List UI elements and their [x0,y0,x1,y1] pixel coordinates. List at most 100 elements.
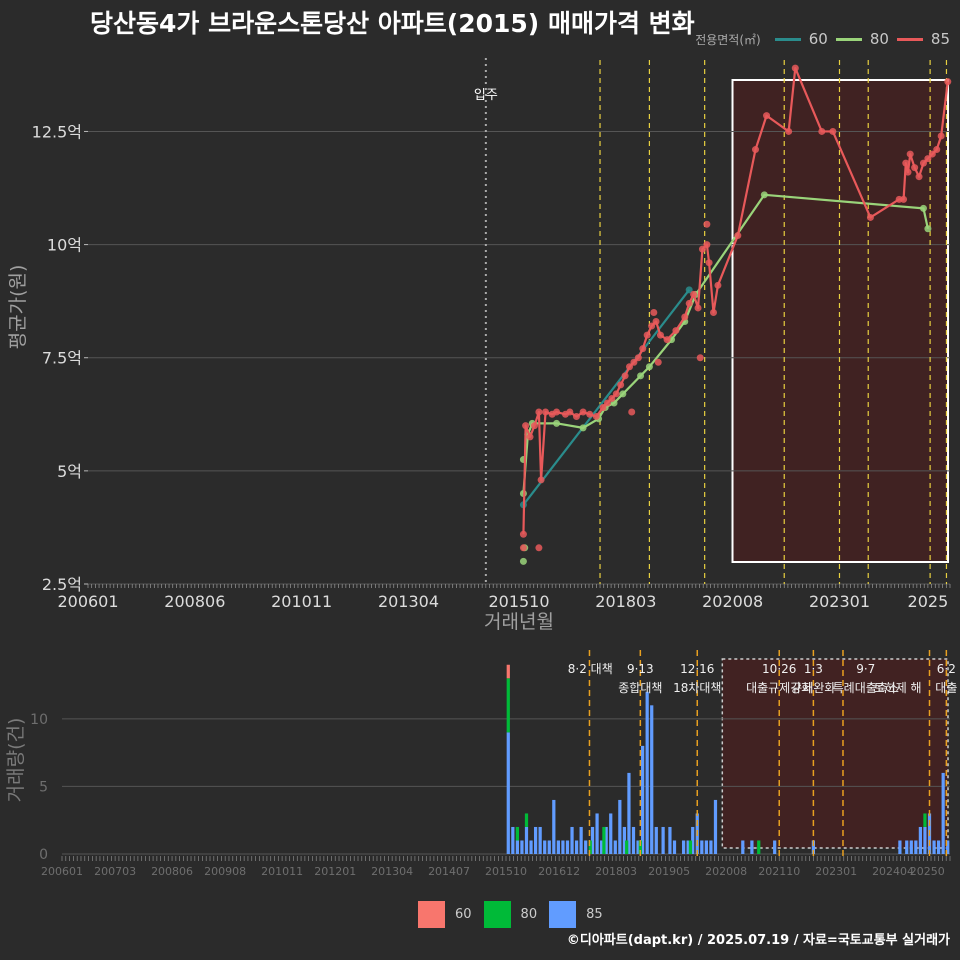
volume-legend-label-85: 85 [586,907,603,922]
volume-bar-85 [700,840,704,854]
volume-bar-60 [506,664,510,679]
volume-legend-label-60: 60 [455,907,472,922]
volume-x-tick-label: 201905 [648,865,690,878]
price-point-85 [628,408,636,416]
volume-bar-85 [627,772,631,854]
price-point-85 [714,281,722,289]
price-point-85 [911,164,919,172]
volume-bar-85 [543,840,547,854]
volume-x-tick-label: 201407 [428,865,470,878]
volume-bar-85 [918,826,923,854]
price-point-85 [698,245,706,253]
volume-bar-80 [602,826,606,854]
price-point-60 [685,286,693,294]
price-point-85 [630,358,638,366]
price-point-85 [579,408,587,416]
volume-y-tick-label: 10 [30,712,48,728]
volume-legend-swatch-60 [418,901,445,928]
price-point-85 [535,408,543,416]
volume-x-tick-label: 200908 [204,865,246,878]
volume-bar-80 [588,840,592,854]
price-point-85 [648,322,656,330]
price-point-85 [608,394,616,402]
volume-legend-swatch-85 [549,901,577,928]
volume-bar-85 [613,840,617,854]
volume-legend-label-80: 80 [520,907,538,922]
price-x-axis-title: 거래년월 [484,611,554,633]
volume-bar-85 [661,826,665,854]
price-point-85 [592,413,600,421]
volume-legend-swatch-80 [483,901,511,928]
volume-bar-85 [709,840,713,854]
volume-x-tick-label: 201803 [595,865,637,878]
price-point-85 [626,363,634,371]
volume-x-tick-label: 201304 [371,865,413,878]
volume-bar-85 [595,813,599,854]
volume-x-tick-label: 200806 [151,865,193,878]
volume-bar-85 [668,826,672,854]
volume-bar-85 [600,840,604,854]
volume-bar-85 [511,826,515,854]
legend-item-85: 85 [896,30,950,48]
volume-x-tick-label: 202110 [758,865,800,878]
price-point-85 [519,530,527,538]
legend-item-80: 80 [835,30,889,48]
volume-bar-80 [625,840,629,854]
price-point-85 [904,168,912,176]
volume-bar-85 [641,745,645,854]
volume-highlight-region [721,658,949,849]
volume-bar-85 [506,732,510,854]
volume-bar-85 [650,705,654,854]
price-y-tick-label: 10억 [47,236,82,255]
price-point-85 [763,112,771,120]
volume-bar-85 [914,840,918,854]
price-point-85 [818,127,826,135]
volume-bar-85 [773,840,777,854]
volume-bar-85 [533,826,538,854]
volume-bar-85 [524,826,529,854]
policy-annotation-date: 9·13 [627,662,654,676]
price-point-85 [919,159,927,167]
price-point-85 [650,308,658,316]
policy-annotation-date: 1·3 [804,662,823,676]
volume-bar-85 [704,840,708,854]
volume-y-tick-label: 5 [39,779,48,795]
price-point-85 [829,127,837,135]
price-point-85 [791,64,799,72]
price-point-85 [535,544,543,552]
legend-label-85: 85 [930,30,950,48]
price-point-85 [928,150,936,158]
price-point-85 [617,381,625,389]
policy-annotation-label: 18차대책 [673,680,721,695]
volume-bar-85 [631,826,636,854]
policy-annotation-date: 10·26 [762,662,796,676]
price-point-85 [603,399,611,407]
volume-bar-80 [506,678,510,733]
price-point-85 [924,155,932,163]
volume-bar-80 [757,840,761,854]
volume-bar-85 [604,826,608,854]
price-point-85 [751,146,759,154]
volume-bar-80 [524,813,529,827]
price-y-tick-label: 12.5억 [32,122,82,141]
price-point-80 [645,363,653,371]
volume-legend: 60 80 85 [418,901,615,928]
price-point-85 [530,422,538,430]
price-point-85 [944,78,952,86]
policy-annotation-date: 6·2 [937,662,956,676]
price-point-85 [937,132,945,140]
volume-bar-85 [941,772,945,854]
chart-title: 당산동4가 브라운스톤당산 아파트(2015) 매매가격 변화 [90,9,695,38]
price-point-85 [553,408,561,416]
policy-annotation-label: 토허제 해 [874,681,922,695]
volume-x-tick-label: 202404 [872,865,914,878]
volume-x-tick-label: 201612 [538,865,580,878]
volume-bar-80 [638,840,642,854]
price-point-85 [542,408,550,416]
price-x-tick-label: 200601 [57,592,118,611]
volume-bar-85 [520,840,524,854]
volume-legend-item-60: 60 [418,901,472,928]
volume-bar-85 [909,840,913,854]
price-point-85 [526,433,534,441]
